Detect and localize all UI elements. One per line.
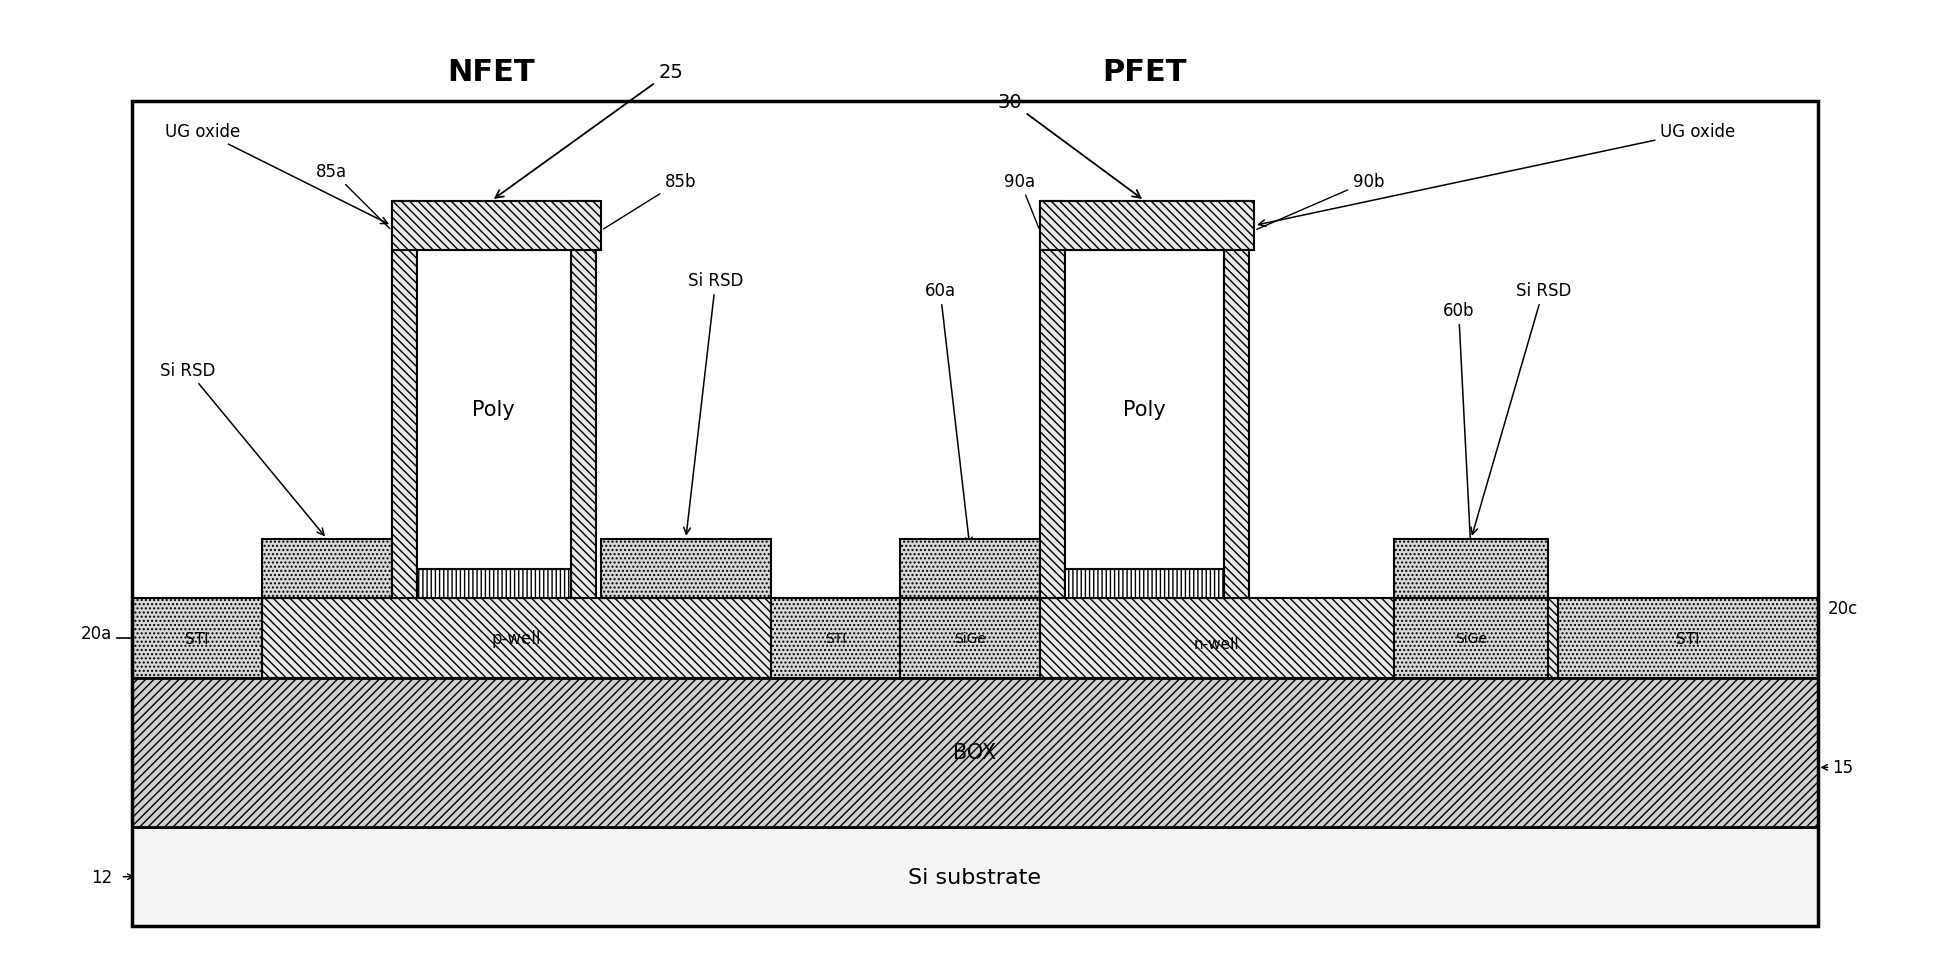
Text: 90a: 90a <box>1004 172 1037 229</box>
Text: STI: STI <box>824 632 845 645</box>
Bar <box>770 599 900 678</box>
Text: 25: 25 <box>494 63 683 199</box>
Text: Si RSD: Si RSD <box>1470 282 1571 535</box>
Text: UG oxide: UG oxide <box>1258 123 1735 227</box>
Text: 85b: 85b <box>603 172 696 230</box>
Bar <box>1065 569 1224 599</box>
Bar <box>900 599 1557 678</box>
Bar <box>262 599 770 678</box>
Bar <box>1392 539 1547 599</box>
Text: Poly: Poly <box>473 400 516 420</box>
Bar <box>1557 599 1817 678</box>
Text: Si substrate: Si substrate <box>907 867 1041 887</box>
Bar <box>392 202 601 251</box>
Bar <box>132 828 1817 926</box>
Text: PFET: PFET <box>1101 58 1187 87</box>
Text: Poly: Poly <box>1123 400 1165 420</box>
Bar <box>900 539 1039 599</box>
Text: 60a: 60a <box>925 282 971 545</box>
Text: Si RSD: Si RSD <box>683 272 743 535</box>
Bar <box>132 102 1817 926</box>
Bar <box>262 539 392 599</box>
Text: 60b: 60b <box>1443 301 1474 549</box>
Bar <box>1392 599 1547 678</box>
Bar <box>1039 202 1065 599</box>
Text: 30: 30 <box>997 93 1140 199</box>
Text: STI: STI <box>186 631 209 646</box>
Text: STI: STI <box>1675 631 1699 646</box>
Bar <box>900 599 1039 678</box>
Text: 90b: 90b <box>1256 172 1384 230</box>
Bar <box>132 678 1817 828</box>
Text: NFET: NFET <box>448 58 535 87</box>
Bar <box>601 539 770 599</box>
Bar <box>1065 251 1224 569</box>
Text: Si RSD: Si RSD <box>159 361 324 536</box>
Text: 20a: 20a <box>81 624 112 642</box>
Text: p-well: p-well <box>491 630 541 647</box>
Text: SiGe: SiGe <box>1454 632 1485 645</box>
Text: 20c: 20c <box>1827 600 1858 617</box>
Text: UG oxide: UG oxide <box>165 123 388 224</box>
Bar <box>132 599 262 678</box>
Text: 85a: 85a <box>316 163 390 230</box>
Bar <box>1224 202 1249 599</box>
Bar <box>417 251 570 569</box>
Bar <box>417 569 570 599</box>
Text: BOX: BOX <box>952 742 997 763</box>
Text: n-well: n-well <box>1192 636 1239 651</box>
Text: 12: 12 <box>91 868 112 886</box>
Bar <box>392 202 417 599</box>
Bar <box>1039 202 1253 251</box>
Text: SiGe: SiGe <box>954 632 985 645</box>
Bar <box>570 202 595 599</box>
Text: 15: 15 <box>1832 759 1852 776</box>
